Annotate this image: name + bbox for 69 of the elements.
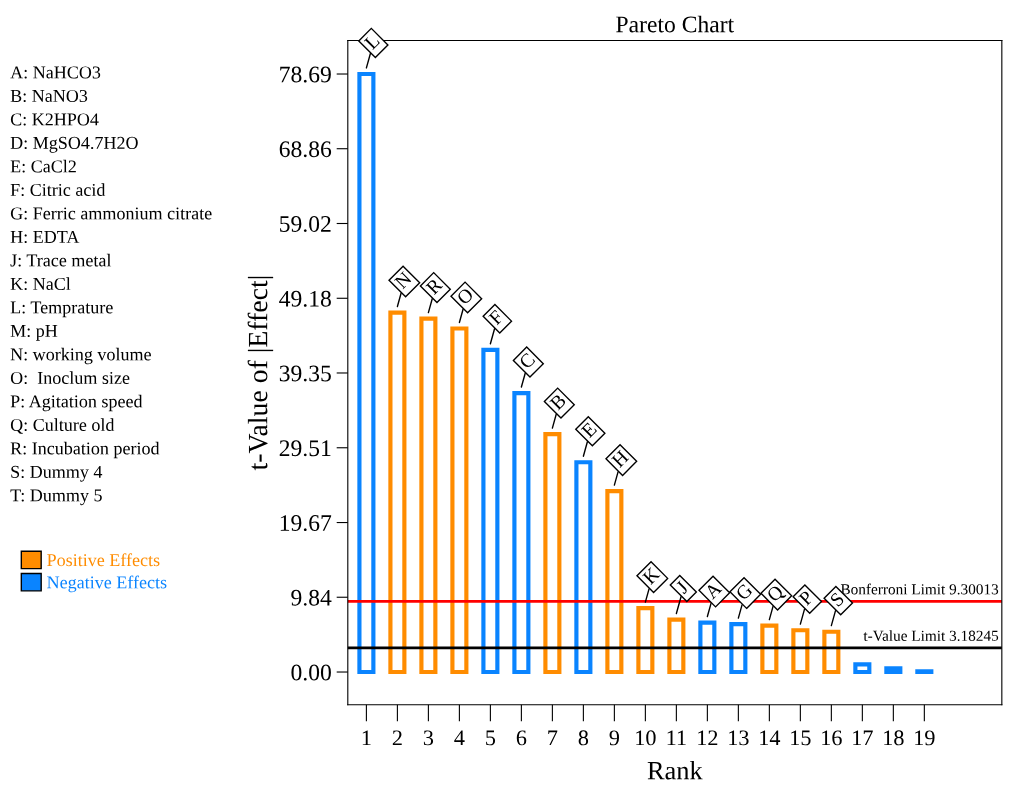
- y-tick-label: 19.67: [280, 515, 332, 532]
- text: S: Dummy 4: [11, 465, 103, 482]
- x-tick-label: 7: [548, 730, 558, 746]
- annotation: Q: [766, 584, 787, 605]
- text: Q: Culture old: [10, 418, 115, 434]
- x-tick-label: 2: [392, 730, 402, 746]
- text: M: pH: [10, 325, 58, 341]
- chart-title: Pareto Chart: [616, 15, 735, 33]
- annotation: P: [798, 590, 814, 606]
- x-tick-label: 17: [853, 730, 873, 746]
- annotation: B: [549, 393, 567, 411]
- legend-label: Negative Effects: [47, 575, 167, 593]
- annotation: A: [703, 580, 723, 600]
- y-tick-label: 9.84: [291, 589, 332, 606]
- text: P: Agitation speed: [10, 394, 143, 412]
- text: E: CaCl2: [10, 159, 76, 173]
- x-tick-label: 16: [822, 730, 842, 746]
- text: G: Ferric ammonium citrate: [10, 207, 212, 220]
- x-axis-title: Rank: [647, 760, 703, 780]
- annotation: O: [456, 287, 475, 306]
- y-tick-label: 49.18: [279, 290, 331, 307]
- annotation: K: [642, 566, 661, 585]
- x-tick-label: 15: [791, 730, 811, 746]
- x-tick-label: 1: [362, 730, 371, 746]
- text: J: Trace metal: [10, 253, 112, 267]
- annotation: E: [580, 421, 598, 439]
- y-tick-label: 68.86: [279, 141, 332, 158]
- x-tick-label: 11: [667, 730, 686, 746]
- annotation: C: [518, 352, 536, 370]
- y-tick-label: 0.00: [291, 664, 331, 681]
- text: K: NaCl: [10, 277, 71, 291]
- x-tick-label: 8: [578, 730, 589, 746]
- text: T: Dummy 5: [10, 489, 102, 506]
- annotation: L: [363, 33, 381, 51]
- y-tick-label: 39.35: [279, 365, 331, 382]
- text: A: NaHCO3: [10, 66, 101, 79]
- ref-line-label: Bonferroni Limit 9.30013: [840, 583, 999, 595]
- x-tick-label: 6: [516, 730, 527, 746]
- text: N: working volume: [10, 347, 151, 365]
- text: H: EDTA: [10, 230, 80, 244]
- text: R: Incubation period: [10, 441, 160, 459]
- text: B: NaNO3: [10, 89, 88, 103]
- text: O: Inoclum size: [10, 371, 130, 385]
- text: C: K2HPO4: [10, 113, 99, 126]
- y-axis-title: t-Value of |Effect|: [247, 276, 274, 471]
- text: D: MgSO4.7H2O: [10, 136, 138, 153]
- annotation: J: [675, 580, 690, 595]
- annotation: G: [735, 582, 754, 601]
- x-tick-label: 3: [423, 730, 434, 746]
- x-tick-label: 4: [454, 730, 465, 746]
- annotation: R: [425, 277, 444, 296]
- x-tick-label: 19: [915, 730, 935, 746]
- text: L: Temprature: [10, 301, 113, 318]
- legend-label: Positive Effects: [47, 553, 160, 567]
- x-tick-label: 13: [729, 730, 749, 746]
- x-tick-label: 18: [884, 730, 904, 746]
- y-tick-label: 78.69: [280, 66, 331, 83]
- y-tick-label: 29.51: [279, 440, 331, 457]
- x-tick-label: 5: [486, 730, 496, 746]
- x-tick-label: 9: [609, 730, 620, 746]
- x-tick-label: 14: [760, 730, 781, 746]
- annotation: F: [488, 309, 504, 326]
- x-tick-label: 10: [636, 730, 656, 746]
- y-tick-label: 59.02: [280, 215, 331, 233]
- x-tick-label: 12: [698, 730, 718, 746]
- annotation: N: [394, 271, 413, 290]
- text: F: Citric acid: [10, 183, 106, 197]
- annotation: H: [611, 449, 630, 468]
- ref-line-label: t-Value Limit 3.18245: [863, 630, 999, 642]
